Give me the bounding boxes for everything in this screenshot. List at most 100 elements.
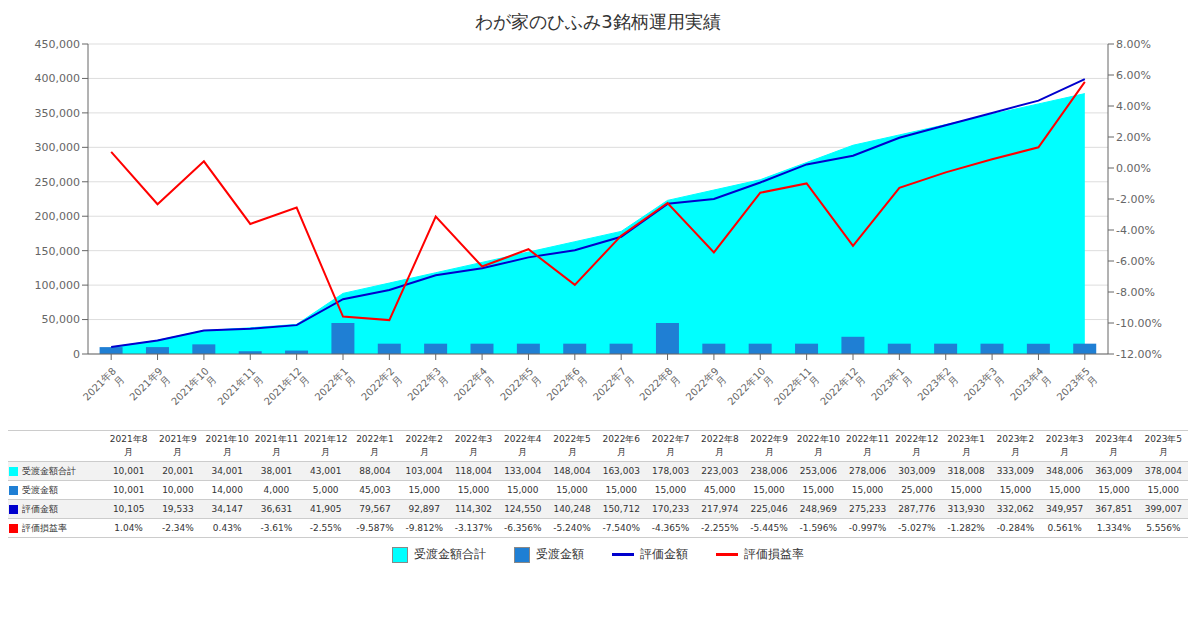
svg-text:100,000: 100,000 bbox=[35, 279, 81, 292]
html-text:223,003: 223,003 bbox=[701, 466, 739, 476]
html-text:333,009: 333,009 bbox=[996, 466, 1034, 476]
html-text:2023年4 月: 2023年4 月 bbox=[1095, 434, 1133, 457]
svg-text:2022年5月: 2022年5月 bbox=[498, 365, 543, 410]
svg-text:2022年6月: 2022年6月 bbox=[545, 365, 590, 410]
html-text:43,001: 43,001 bbox=[309, 466, 342, 476]
html-text:2021年10 月: 2021年10 月 bbox=[205, 434, 249, 457]
html-text:2022年6 月: 2022年6 月 bbox=[602, 434, 641, 457]
svg-text:-4.00%: -4.00% bbox=[1116, 224, 1155, 237]
html-text:20,001: 20,001 bbox=[162, 466, 194, 476]
html-text:評価金額: 評価金額 bbox=[22, 503, 58, 514]
html-text:178,003: 178,003 bbox=[651, 466, 690, 476]
html-text:2023年1 月: 2023年1 月 bbox=[947, 434, 985, 457]
html-text:受渡金額: 受渡金額 bbox=[536, 547, 584, 561]
html-text:118,004: 118,004 bbox=[454, 466, 493, 476]
html-text:378,004: 378,004 bbox=[1144, 466, 1182, 476]
html-text:2022年8 月: 2022年8 月 bbox=[701, 434, 739, 457]
svg-text:400,000: 400,000 bbox=[35, 72, 81, 85]
html-text:348,006: 348,006 bbox=[1046, 466, 1084, 476]
html-text:14,000: 14,000 bbox=[211, 485, 243, 495]
svg-text:2022年8月: 2022年8月 bbox=[637, 365, 682, 410]
svg-text:2023年2月: 2023年2月 bbox=[915, 365, 960, 410]
svg-text:2022年3月: 2022年3月 bbox=[405, 365, 450, 410]
svg-text:450,000: 450,000 bbox=[35, 38, 81, 51]
html-text:2022年3 月: 2022年3 月 bbox=[454, 434, 493, 457]
html-text:2022年12 月: 2022年12 月 bbox=[895, 434, 939, 457]
html-text:評価金額: 評価金額 bbox=[640, 547, 688, 561]
html-text:253,006: 253,006 bbox=[799, 466, 837, 476]
svg-text:2022年4月: 2022年4月 bbox=[452, 365, 497, 410]
svg-text:2023年3月: 2023年3月 bbox=[962, 365, 1007, 410]
html-text:238,006: 238,006 bbox=[750, 466, 788, 476]
svg-text:2022年12月: 2022年12月 bbox=[818, 365, 868, 415]
html-text:受渡金額: 受渡金額 bbox=[22, 484, 58, 495]
svg-text:-6.00%: -6.00% bbox=[1116, 255, 1155, 268]
html-text:10,001: 10,001 bbox=[112, 466, 145, 476]
html-text:2022年2 月: 2022年2 月 bbox=[405, 434, 443, 457]
html-text:2021年8 月: 2021年8 月 bbox=[109, 434, 148, 457]
html-text:88,004: 88,004 bbox=[359, 466, 391, 476]
svg-text:4.00%: 4.00% bbox=[1116, 100, 1151, 113]
html-text:評価損益率: 評価損益率 bbox=[744, 547, 804, 561]
html-text:2021年12 月: 2021年12 月 bbox=[304, 434, 348, 457]
svg-text:2023年4月: 2023年4月 bbox=[1008, 365, 1053, 410]
html-text:10,000: 10,000 bbox=[162, 485, 194, 495]
svg-text:2022年7月: 2022年7月 bbox=[591, 365, 636, 410]
html-text:わが家のひふみ3銘柄運用実績: わが家のひふみ3銘柄運用実績 bbox=[475, 11, 721, 32]
svg-text:200,000: 200,000 bbox=[35, 210, 81, 223]
svg-text:-2.00%: -2.00% bbox=[1116, 193, 1155, 206]
html-text:2021年11 月: 2021年11 月 bbox=[254, 434, 299, 457]
svg-text:2022年9月: 2022年9月 bbox=[684, 365, 729, 410]
html-text:148,004: 148,004 bbox=[553, 466, 591, 476]
html-text:38,001: 38,001 bbox=[260, 466, 293, 476]
html-text:10,001: 10,001 bbox=[112, 485, 145, 495]
svg-text:2022年1月: 2022年1月 bbox=[313, 365, 358, 410]
html-text:163,003: 163,003 bbox=[602, 466, 640, 476]
html-text:363,009: 363,009 bbox=[1095, 466, 1133, 476]
svg-text:2023年5月: 2023年5月 bbox=[1055, 365, 1100, 410]
svg-text:0: 0 bbox=[73, 348, 80, 361]
svg-text:8.00%: 8.00% bbox=[1116, 38, 1151, 51]
svg-text:2022年11月: 2022年11月 bbox=[772, 365, 822, 415]
html-text:2022年7 月: 2022年7 月 bbox=[651, 434, 690, 457]
svg-text:300,000: 300,000 bbox=[35, 141, 81, 154]
svg-text:2021年9月: 2021年9月 bbox=[127, 365, 172, 410]
html-text:318,008: 318,008 bbox=[947, 466, 985, 476]
html-text:278,006: 278,006 bbox=[849, 466, 887, 476]
html-text:2022年9 月: 2022年9 月 bbox=[750, 434, 788, 457]
html-text:2022年11 月: 2022年11 月 bbox=[845, 434, 890, 457]
html-text:34,001: 34,001 bbox=[211, 466, 243, 476]
svg-text:-10.00%: -10.00% bbox=[1116, 317, 1162, 330]
html-text:2023年5 月: 2023年5 月 bbox=[1144, 434, 1183, 457]
svg-text:-8.00%: -8.00% bbox=[1116, 286, 1155, 299]
html-text:2023年3 月: 2023年3 月 bbox=[1045, 434, 1084, 457]
svg-text:150,000: 150,000 bbox=[35, 245, 81, 258]
svg-text:-12.00%: -12.00% bbox=[1116, 348, 1162, 361]
html-text:103,004: 103,004 bbox=[405, 466, 443, 476]
svg-text:2.00%: 2.00% bbox=[1116, 131, 1151, 144]
svg-text:2021年10月: 2021年10月 bbox=[169, 365, 219, 415]
html-text:4,000: 4,000 bbox=[263, 485, 290, 495]
html-text:評価損益率: 評価損益率 bbox=[22, 522, 67, 533]
html-text:受渡金額合計: 受渡金額合計 bbox=[414, 547, 486, 561]
html-text:受渡金額合計: 受渡金額合計 bbox=[22, 465, 76, 476]
html-text:303,009: 303,009 bbox=[898, 466, 936, 476]
svg-text:2022年2月: 2022年2月 bbox=[359, 365, 404, 410]
svg-text:250,000: 250,000 bbox=[35, 176, 81, 189]
svg-text:0.00%: 0.00% bbox=[1116, 162, 1151, 175]
html-text:2022年4 月: 2022年4 月 bbox=[503, 434, 542, 457]
svg-text:50,000: 50,000 bbox=[42, 313, 81, 326]
html-text:2022年10 月: 2022年10 月 bbox=[796, 434, 840, 457]
html-text:2021年9 月: 2021年9 月 bbox=[159, 434, 197, 457]
svg-text:2021年12月: 2021年12月 bbox=[262, 365, 312, 415]
html-text:2022年5 月: 2022年5 月 bbox=[553, 434, 591, 457]
svg-text:350,000: 350,000 bbox=[35, 107, 81, 120]
svg-text:6.00%: 6.00% bbox=[1116, 69, 1151, 82]
svg-text:2021年8月: 2021年8月 bbox=[81, 365, 126, 410]
svg-text:2021年11月: 2021年11月 bbox=[215, 365, 265, 415]
svg-text:2022年10月: 2022年10月 bbox=[725, 365, 775, 415]
html-text:133,004: 133,004 bbox=[504, 466, 542, 476]
svg-text:2023年1月: 2023年1月 bbox=[869, 365, 914, 410]
html-text:2022年1 月: 2022年1 月 bbox=[356, 434, 394, 457]
html-text:2023年2 月: 2023年2 月 bbox=[996, 434, 1035, 457]
